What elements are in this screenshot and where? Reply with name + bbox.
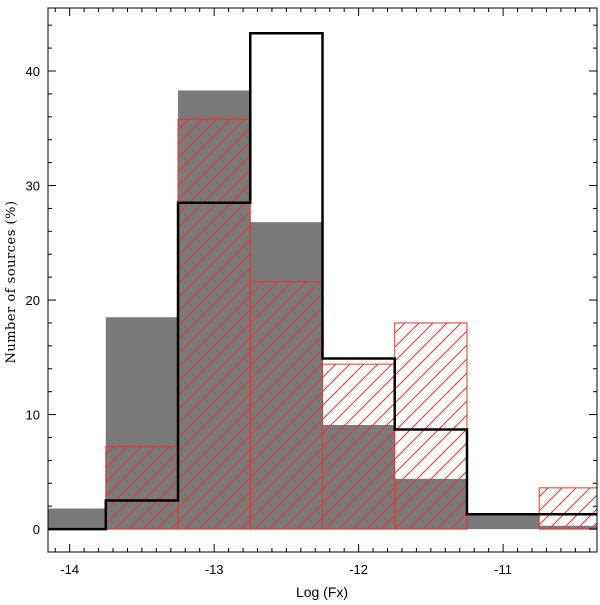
red-hatched-bar: [177, 118, 251, 530]
red-hatched-bar: [322, 363, 396, 530]
x-tick-label: -11: [494, 562, 512, 577]
red-hatched-bar: [394, 322, 468, 530]
y-tick-label: 40: [26, 64, 40, 79]
gray-bar: [48, 508, 106, 530]
hatch-fill: [105, 446, 179, 530]
y-tick-label: 20: [26, 293, 40, 308]
axis-ticks: -14 -13 -12 -11 0 10 20 30 40: [26, 8, 597, 577]
red-hatched-bar: [105, 446, 179, 530]
y-tick-label: 10: [26, 408, 40, 423]
hatch-outline: [538, 487, 597, 530]
hatch-fill: [394, 322, 467, 530]
plot-frame: [47, 7, 598, 553]
x-tick-label: -14: [60, 562, 79, 577]
y-tick-label: 0: [33, 522, 40, 537]
y-axis-title: Number of sources (%): [4, 200, 19, 363]
hatch-fill: [322, 364, 395, 530]
hatch-fill: [250, 281, 323, 530]
red-hatched-bar: [538, 487, 597, 530]
hatch-fill: [178, 119, 251, 530]
gray-bar: [466, 515, 540, 530]
x-tick-label: -13: [205, 562, 224, 577]
red-hatched-bar: [249, 281, 323, 530]
y-tick-label: 30: [26, 179, 40, 194]
hatch-fill: [539, 487, 597, 530]
x-axis-title: Log (Fx): [296, 584, 348, 600]
plot-area: [48, 31, 597, 531]
black-step-line: [48, 31, 597, 531]
x-tick-label: -12: [349, 562, 368, 577]
